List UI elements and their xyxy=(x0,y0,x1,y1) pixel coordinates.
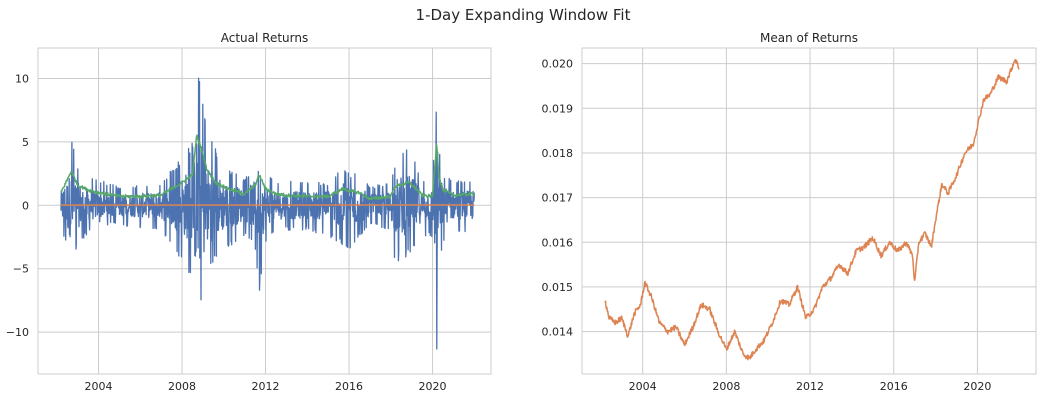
panel-title: Mean of Returns xyxy=(760,31,858,45)
y-tick-label: 0.017 xyxy=(542,192,574,205)
y-tick-label: 0.019 xyxy=(542,102,574,115)
plot-frame xyxy=(581,47,1037,375)
x-tick-label: 2020 xyxy=(963,380,991,393)
series-line-returns xyxy=(60,77,475,350)
y-tick-label: −10 xyxy=(6,326,29,339)
x-tick-label: 2016 xyxy=(880,380,908,393)
y-tick-label: 0.020 xyxy=(542,58,574,71)
y-tick-label: 0.016 xyxy=(542,236,574,249)
y-tick-label: 5 xyxy=(22,136,29,149)
y-tick-label: 0.014 xyxy=(542,326,574,339)
panel-title: Actual Returns xyxy=(221,31,308,45)
x-tick-label: 2004 xyxy=(85,380,113,393)
series-line-mean-of-returns xyxy=(604,58,1020,361)
series-line-volatility xyxy=(60,134,475,201)
x-tick-label: 2008 xyxy=(712,380,740,393)
x-tick-label: 2012 xyxy=(252,380,280,393)
y-tick-label: 0.015 xyxy=(542,281,574,294)
y-tick-label: −5 xyxy=(13,263,29,276)
y-tick-label: 0.018 xyxy=(542,147,574,160)
x-tick-label: 2012 xyxy=(796,380,824,393)
x-tick-label: 2004 xyxy=(629,380,657,393)
chart-panel-1: 2004 2008 2012 2016 2020 −10 −5 0 5 10 Actual Retu… xyxy=(6,31,492,393)
y-tick-label: 10 xyxy=(15,72,29,85)
x-tick-label: 2016 xyxy=(335,380,363,393)
plot-frame xyxy=(37,47,492,375)
chart-panel-2: 2004 2008 2012 2016 2020 0.014 0.015 0.016 0.017… xyxy=(542,31,1037,393)
x-tick-label: 2020 xyxy=(419,380,447,393)
x-tick-label: 2008 xyxy=(168,380,196,393)
figure-title: 1-Day Expanding Window Fit xyxy=(415,6,631,24)
y-tick-label: 0 xyxy=(22,199,29,212)
